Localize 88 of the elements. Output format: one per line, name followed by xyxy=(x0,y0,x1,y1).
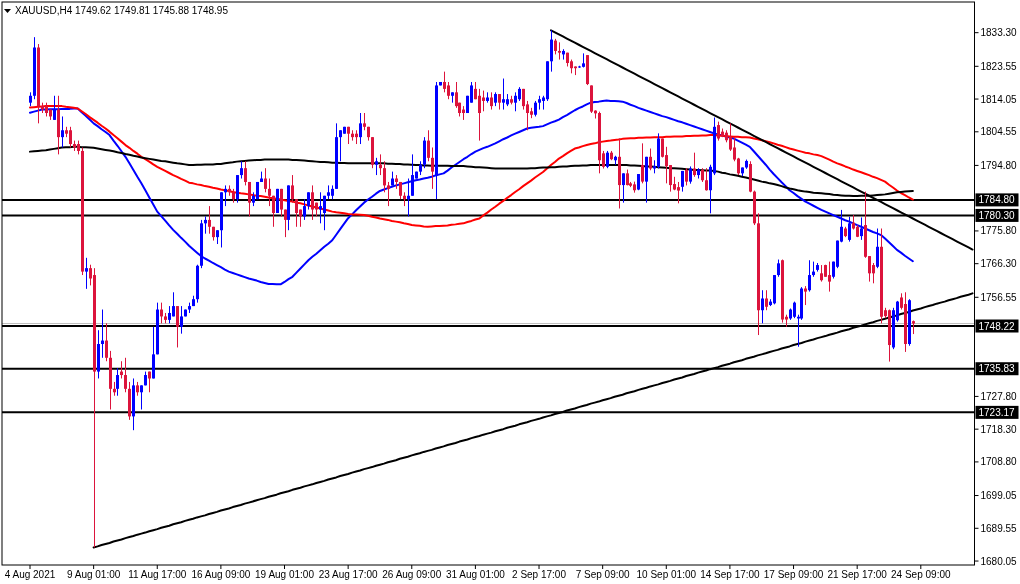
x-tick-label: 31 Aug 01:00 xyxy=(445,569,506,580)
x-tick-label: 26 Aug 09:00 xyxy=(382,569,442,580)
candlestick xyxy=(176,305,179,348)
x-tick-label: 14 Sep 17:00 xyxy=(700,569,761,580)
candlestick xyxy=(248,181,251,217)
candlestick xyxy=(705,167,708,192)
candlestick xyxy=(558,41,561,61)
candlestick xyxy=(105,322,108,362)
candlestick xyxy=(765,289,768,311)
candlestick xyxy=(387,181,390,207)
x-tick-label: 21 Sep 17:00 xyxy=(827,569,888,580)
x-tick-label: 24 Sep 09:00 xyxy=(891,569,951,580)
y-tick-label: 1814.05 xyxy=(980,93,1018,105)
candlestick xyxy=(677,181,680,204)
candlestick xyxy=(804,285,807,306)
y-tick-label: 1708.80 xyxy=(980,456,1018,468)
y-tick-label: 1699.05 xyxy=(980,490,1018,502)
candlestick xyxy=(455,81,458,109)
candlestick xyxy=(407,178,410,217)
y-tick-label: 1727.80 xyxy=(980,390,1018,402)
y-tick-label: 1823.55 xyxy=(980,60,1018,72)
candlestick xyxy=(641,142,644,184)
y-tick-label: 1718.30 xyxy=(980,423,1018,435)
candlestick xyxy=(101,309,104,359)
candlestick xyxy=(860,216,863,241)
x-tick-label: 10 Sep 01:00 xyxy=(636,569,697,580)
candlestick xyxy=(411,153,414,197)
candlestick xyxy=(280,188,283,217)
candlestick xyxy=(622,172,625,204)
candlestick xyxy=(443,71,446,93)
candlestick xyxy=(272,195,275,228)
candlestick xyxy=(284,209,287,238)
candlestick xyxy=(478,88,481,142)
candlestick xyxy=(550,29,553,73)
candlestick xyxy=(69,126,72,148)
candlestick xyxy=(61,115,64,148)
x-tick-label: 4 Aug 2021 xyxy=(4,569,56,580)
x-tick-label: 7 Sep 09:00 xyxy=(575,569,631,580)
candlestick xyxy=(180,305,183,335)
candlestick xyxy=(208,205,211,235)
candlestick xyxy=(808,259,811,293)
y-tick-label: 1689.55 xyxy=(980,522,1018,534)
candlestick xyxy=(828,261,831,293)
candlestick xyxy=(291,174,294,204)
candlestick xyxy=(431,146,434,190)
candlestick xyxy=(514,91,517,112)
candlestick xyxy=(323,195,326,231)
candlestick xyxy=(244,160,247,186)
x-tick-label: 23 Aug 17:00 xyxy=(318,569,379,580)
candlestick xyxy=(359,112,362,145)
candlestick xyxy=(85,257,88,290)
candlestick xyxy=(717,121,720,142)
x-tick-label: 16 Aug 09:00 xyxy=(191,569,251,580)
x-tick-label: 17 Sep 09:00 xyxy=(763,569,824,580)
candlestick xyxy=(761,289,764,324)
candlestick xyxy=(379,153,382,176)
candlestick xyxy=(649,148,652,171)
candlestick xyxy=(124,357,127,393)
y-tick-label: 1804.55 xyxy=(980,126,1018,138)
y-tick-label: 1680.05 xyxy=(980,555,1018,567)
candlestick xyxy=(482,90,485,112)
candlestick xyxy=(268,178,271,207)
candlestick xyxy=(264,167,267,193)
candlestick xyxy=(172,291,175,317)
candlestick xyxy=(339,129,342,162)
y-tick-label: 1756.55 xyxy=(980,291,1018,303)
line-series xyxy=(29,105,914,228)
candlestick xyxy=(427,129,430,162)
x-tick-label: 11 Aug 17:00 xyxy=(128,569,187,580)
candlestick xyxy=(502,78,505,111)
candlestick xyxy=(224,184,227,207)
x-tick-label: 9 Aug 01:00 xyxy=(66,569,121,580)
candlestick xyxy=(383,160,386,193)
candlestick xyxy=(140,384,143,411)
x-tick-label: 2 Sep 17:00 xyxy=(512,569,567,580)
x-tick-label: 19 Aug 01:00 xyxy=(255,569,315,580)
candlestick xyxy=(295,198,298,228)
candlestick xyxy=(311,184,314,221)
candlestick xyxy=(693,152,696,178)
candlestick xyxy=(876,228,879,269)
y-tick-label: 1833.30 xyxy=(980,27,1018,39)
y-tick-label: 1766.30 xyxy=(980,258,1018,270)
candlestick xyxy=(848,216,851,243)
candlestick xyxy=(319,191,322,224)
y-tick-label: 1775.80 xyxy=(980,225,1018,237)
y-tick-label: 1794.80 xyxy=(980,159,1018,171)
candlestick xyxy=(303,198,306,221)
chart-title: XAUUSD,H4 1749.62 1749.81 1745.88 1748.95 xyxy=(15,5,229,16)
